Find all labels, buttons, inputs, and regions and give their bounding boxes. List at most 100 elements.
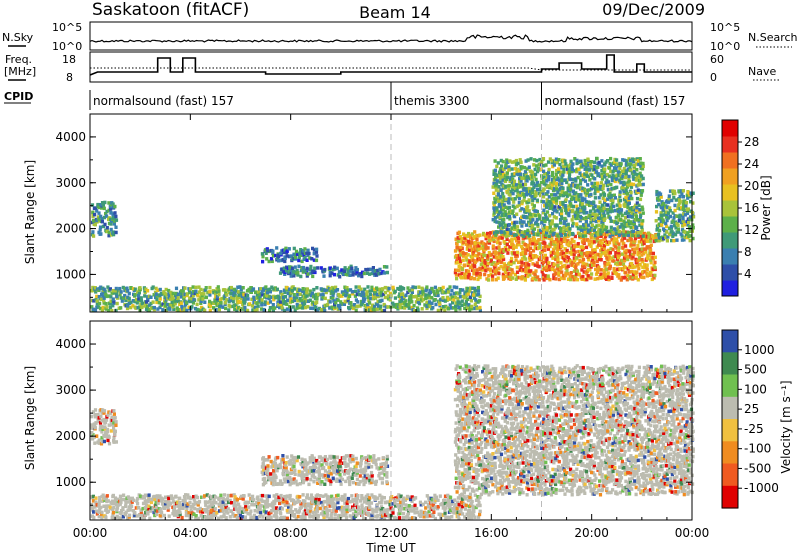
power-echo-cell (497, 271, 501, 276)
velocity-echo-cell (375, 503, 379, 507)
power-echo-cell (584, 222, 588, 226)
power-echo-cell (233, 307, 237, 311)
power-echo-cell (514, 158, 518, 163)
power-echo-cell (315, 254, 319, 258)
power-echo-cell (581, 257, 586, 262)
power-echo-cell (528, 234, 532, 238)
velocity-echo-cell (363, 511, 367, 516)
velocity-echo-cell (169, 501, 173, 505)
power-echo-cell (303, 256, 307, 260)
power-echo-cell (514, 162, 518, 167)
power-echo-cell (493, 216, 497, 220)
nsky-tick-bottom: 10^0 (52, 40, 82, 53)
velocity-echo-cell (288, 493, 292, 498)
velocity-echo-cell (97, 441, 101, 445)
power-echo-cell (536, 222, 540, 227)
power-echo-cell (621, 182, 626, 187)
velocity-echo-cell (101, 425, 105, 429)
power-echo-cell (545, 198, 549, 202)
power-echo-cell (632, 252, 636, 257)
power-echo-cell (477, 292, 481, 296)
velocity-echo-cell (355, 501, 359, 505)
velocity-echo-cell (103, 498, 107, 502)
power-echo-cell (594, 256, 598, 260)
power-echo-cell (550, 204, 554, 208)
velocity-echo-cell (309, 504, 313, 508)
power-echo-cell (426, 295, 430, 300)
power-echo-cell (529, 189, 533, 194)
velocity-echo-cell (265, 498, 269, 502)
power-echo-cell (525, 179, 529, 183)
power-echo-cell (633, 265, 637, 269)
power-echo-cell (604, 180, 608, 185)
velocity-echo-cell (154, 503, 158, 507)
power-echo-cell (263, 288, 267, 292)
power-echo-cell (463, 236, 467, 240)
power-echo-cell (167, 292, 171, 296)
power-echo-cell (539, 251, 543, 255)
power-echo-cell (524, 251, 528, 256)
power-echo-cell (691, 191, 695, 195)
power-echo-cell (606, 248, 610, 253)
power-echo-cell (289, 274, 293, 278)
power-echo-cell (526, 205, 530, 209)
velocity-echo-cell (124, 501, 128, 505)
velocity-echo-cell (351, 512, 356, 516)
power-echo-cell (494, 263, 498, 267)
velocity-echo-cell (128, 499, 132, 503)
power-echo-cell (548, 264, 552, 269)
power-echo-cell (541, 267, 545, 271)
power-echo-cell (520, 176, 524, 181)
power-echo-cell (592, 184, 596, 189)
power-echo-cell (382, 302, 386, 307)
power-echo-cell (585, 202, 589, 206)
power-echo-cell (534, 220, 538, 225)
power-echo-cell (496, 215, 500, 219)
power-echo-cell (364, 304, 368, 309)
power-echo-cell (609, 182, 613, 187)
power-echo-cell (478, 266, 482, 271)
power-echo-cell (571, 275, 575, 279)
power-echo-cell (659, 192, 663, 196)
velocity-echo-cell (376, 507, 381, 511)
power-echo-cell (620, 176, 624, 181)
power-echo-cell (601, 275, 605, 279)
power-echo-cell (459, 253, 463, 257)
power-echo-cell (586, 188, 590, 192)
power-echo-cell (652, 276, 656, 280)
power-echo-cell (352, 271, 356, 275)
power-echo-cell (357, 292, 361, 297)
power-echo-cell (570, 249, 574, 253)
power-echo-cell (598, 200, 602, 204)
power-echo-cell (623, 258, 627, 263)
power-echo-cell (628, 252, 632, 257)
power-echo-cell (622, 233, 626, 238)
power-echo-cell (279, 300, 283, 304)
power-echo-cell (588, 253, 592, 258)
power-echo-cell (542, 278, 546, 282)
velocity-echo-cell (94, 421, 98, 425)
velocity-echo-cell (338, 497, 342, 501)
power-echo-cell (279, 302, 283, 306)
power-echo-cell (649, 255, 653, 260)
power-echo-cell (575, 185, 579, 190)
power-echo-cell (405, 303, 409, 307)
power-echo-cell (681, 219, 685, 224)
power-echo-cell (632, 225, 636, 229)
power-echo-cell (583, 238, 587, 242)
power-echo-cell (217, 292, 221, 297)
power-echo-cell (609, 225, 613, 230)
power-echo-cell (97, 205, 101, 210)
power-echo-cell (105, 294, 109, 299)
power-echo-cell (487, 278, 491, 282)
power-echo-cell (277, 302, 281, 307)
velocity-echo-cell (91, 433, 95, 437)
power-echo-cell (583, 179, 588, 183)
velocity-echo-cell (222, 512, 226, 517)
power-echo-cell (512, 179, 517, 184)
power-echo-cell (688, 194, 692, 199)
power-echo-cell (104, 302, 108, 306)
power-echo-cell (531, 223, 535, 228)
power-echo-cell (273, 306, 277, 310)
power-echo-cell (564, 164, 568, 168)
